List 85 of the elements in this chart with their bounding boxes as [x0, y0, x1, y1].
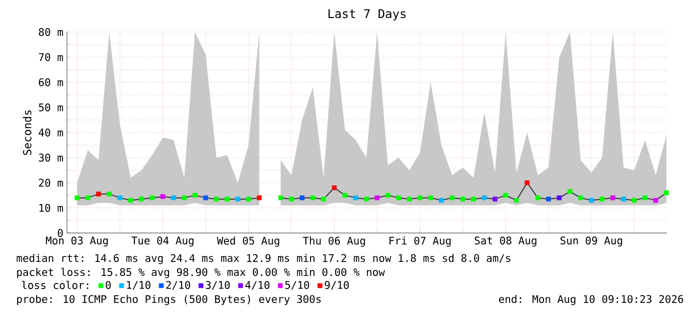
y-tick-label: 10 m [39, 204, 63, 212]
y-tick-label: 60 m [38, 78, 63, 86]
chart-title: Last 7 Days [328, 9, 406, 21]
point [642, 195, 648, 200]
point [300, 195, 305, 200]
point [653, 198, 658, 203]
point [171, 195, 176, 200]
point [578, 195, 584, 200]
point [621, 196, 626, 202]
point [139, 196, 144, 202]
point [535, 195, 540, 200]
legend-label: 0 [106, 281, 111, 289]
point [471, 196, 476, 202]
x-tick-label: Wed 05 Aug [216, 236, 280, 247]
point [428, 195, 434, 200]
point [556, 195, 562, 200]
legend-label: 2/10 [166, 281, 190, 290]
point [450, 195, 455, 200]
point [332, 185, 337, 190]
legend-label: 4/10 [245, 281, 270, 290]
point [246, 196, 251, 202]
point [74, 195, 80, 200]
y-tick-label: 50 m [38, 103, 63, 112]
x-tick-label: Fri 07 Aug [390, 236, 451, 247]
point [589, 198, 594, 203]
point [374, 195, 380, 200]
point [568, 189, 572, 194]
y-tick-label: 0 [58, 229, 63, 237]
point [385, 192, 390, 198]
point [632, 198, 637, 203]
text: median rtt: 14.6 ms avg 24.4 ms max 12.9 ms min 17.2 ms now 1.8 ms sd 8.0 am/s [16, 254, 510, 264]
point [482, 195, 487, 200]
point [256, 195, 262, 200]
text: end: Mon Aug 10 09:10:23 2026 [499, 294, 684, 306]
point [310, 195, 316, 200]
point [664, 190, 669, 196]
point [353, 195, 358, 200]
point [182, 195, 187, 200]
y-axis-title: Seconds [22, 110, 32, 155]
point [342, 192, 348, 198]
point [118, 195, 122, 200]
point [224, 196, 230, 202]
legend-label: 5/10 [285, 281, 310, 290]
x-tick-label: Tue 04 Aug [131, 236, 194, 247]
point [289, 196, 294, 202]
text: probe: 10 ICMP Echo Pings (500 Bytes) every 300s [17, 294, 321, 306]
text: packet loss: 15.85 % avg 98.90 % max 0.00 % min 0.00 % now [17, 268, 385, 278]
point [235, 196, 240, 202]
y-tick-label: 30 m [38, 154, 63, 162]
point [106, 192, 112, 196]
point [321, 196, 326, 202]
point [214, 196, 219, 202]
x-tick-label: Sat 08 Aug [474, 236, 536, 247]
point [460, 196, 466, 202]
point [192, 192, 198, 198]
point [160, 194, 166, 199]
point [439, 198, 444, 203]
point [514, 198, 519, 203]
x-tick-label: Mon 03 Aug [46, 236, 108, 247]
point [492, 196, 498, 202]
legend-label: 3/10 [206, 281, 230, 290]
point [610, 195, 616, 200]
point [406, 196, 412, 202]
legend-label: 1/10 [127, 281, 150, 290]
point [546, 196, 551, 202]
point [128, 198, 134, 203]
point [396, 195, 401, 200]
legend-title: loss color: [22, 280, 88, 290]
point [418, 195, 422, 200]
point [85, 195, 90, 200]
point [364, 196, 369, 202]
point [96, 192, 101, 196]
y-tick-label: 20 m [38, 178, 63, 187]
legend-label: 9/10 [324, 281, 349, 290]
point [600, 196, 605, 202]
x-tick-label: Sun 09 Aug [560, 236, 622, 247]
y-tick-label: 80 m [38, 28, 63, 36]
point [524, 180, 530, 186]
point [203, 195, 208, 200]
point [503, 192, 508, 198]
point [278, 195, 284, 200]
y-tick-label: 40 m [38, 128, 63, 136]
y-tick-label: 70 m [38, 53, 63, 62]
point [150, 195, 155, 200]
x-tick-label: Thu 06 Aug [302, 236, 365, 247]
